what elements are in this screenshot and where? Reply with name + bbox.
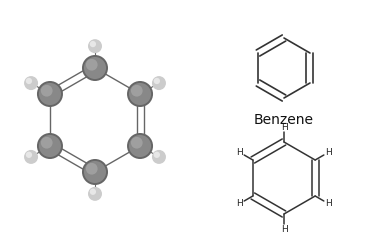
Circle shape [39,83,61,105]
Text: H: H [237,148,243,157]
Circle shape [131,137,142,149]
Circle shape [26,78,32,84]
Circle shape [82,159,108,185]
Circle shape [154,152,160,158]
Circle shape [127,133,153,159]
Circle shape [86,163,97,175]
Circle shape [90,41,96,47]
Circle shape [127,81,153,107]
Circle shape [84,161,106,183]
Circle shape [84,57,106,79]
Circle shape [154,78,160,84]
Text: H: H [280,224,288,234]
Circle shape [39,135,61,157]
Text: H: H [325,199,331,208]
Text: H: H [280,122,288,132]
Circle shape [129,135,151,157]
Circle shape [129,83,151,105]
Text: H: H [325,148,331,157]
Text: H: H [237,199,243,208]
Circle shape [37,81,63,107]
Circle shape [24,76,38,90]
Circle shape [131,85,142,96]
Circle shape [26,152,32,158]
Circle shape [152,150,166,164]
Circle shape [24,150,38,164]
Circle shape [88,39,102,53]
Circle shape [86,59,97,71]
Circle shape [41,137,52,149]
Circle shape [88,187,102,201]
Circle shape [90,189,96,195]
Circle shape [152,76,166,90]
Circle shape [41,85,52,96]
Text: Benzene: Benzene [254,113,314,127]
Circle shape [82,55,108,81]
Circle shape [37,133,63,159]
